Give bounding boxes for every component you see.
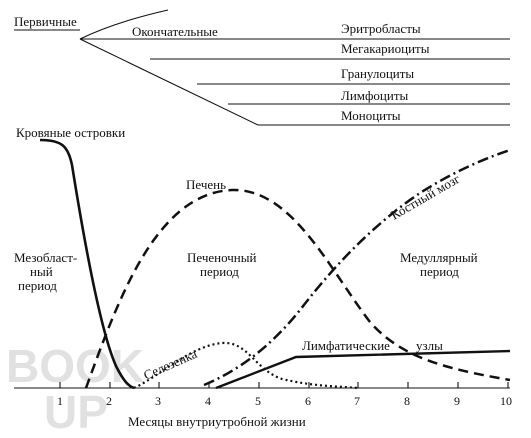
label-erythroblasts: Эритробласты (341, 21, 421, 36)
x-tick-label-2: 2 (106, 394, 112, 408)
spleen-curve (133, 341, 359, 390)
x-tick-label-6: 6 (305, 394, 311, 408)
label-bone-marrow: Костный мозг (388, 171, 463, 223)
tree-primary-branch (79, 9, 169, 40)
label-lymphocytes: Лимфоциты (341, 88, 409, 103)
liver-curve (84, 188, 511, 389)
tree-definitive-branch (79, 38, 259, 126)
x-axis-label: Месяцы внутриутробной жизни (128, 414, 306, 429)
x-tick-label-1: 1 (57, 394, 63, 408)
label-definitive: Окончательные (132, 24, 218, 39)
label-mesoblastic-2: ный (30, 264, 53, 279)
x-tick-label-3: 3 (155, 394, 161, 408)
x-tick-label-7: 7 (354, 394, 360, 408)
watermark: BOOK UP (6, 340, 144, 438)
period-medullary: Медуллярный период (400, 250, 478, 279)
x-tick-label-4: 4 (205, 394, 211, 408)
label-blood-islands: Кровяные островки (16, 125, 125, 140)
label-hepatic-1: Печеночный (187, 250, 256, 265)
label-medullary-1: Медуллярный (400, 250, 478, 265)
label-spleen: Селезенка (141, 346, 199, 383)
label-liver: Печень (186, 177, 226, 192)
x-tick-label-8: 8 (404, 394, 410, 408)
label-granulocytes: Гранулоциты (341, 66, 414, 81)
blood-islands-curve (39, 138, 135, 390)
label-mesoblastic-3: период (18, 278, 57, 293)
label-lymph-nodes-2: узлы (416, 338, 443, 353)
cell-lineage-tree (14, 9, 510, 126)
bone-marrow-curve (203, 148, 511, 387)
period-hepatic: Печеночный период (187, 250, 256, 279)
label-primary: Первичные (14, 14, 77, 29)
x-tick-label-10: 10 (500, 394, 512, 408)
x-tick-label-5: 5 (255, 394, 261, 408)
label-megakaryocytes: Мегакариоциты (341, 41, 430, 56)
label-hepatic-2: период (200, 264, 239, 279)
lymph-nodes-curve (215, 349, 511, 390)
label-mesoblastic-1: Мезобласт- (14, 250, 77, 265)
label-lymph-nodes-1: Лимфатические (302, 338, 390, 353)
label-monocytes: Моноциты (341, 108, 401, 123)
x-tick-label-9: 9 (454, 394, 460, 408)
watermark-line2: UP (44, 386, 108, 438)
period-mesoblastic: Мезобласт- ный период (14, 250, 77, 293)
watermark-line1: BOOK (6, 340, 144, 392)
label-medullary-2: период (420, 264, 459, 279)
